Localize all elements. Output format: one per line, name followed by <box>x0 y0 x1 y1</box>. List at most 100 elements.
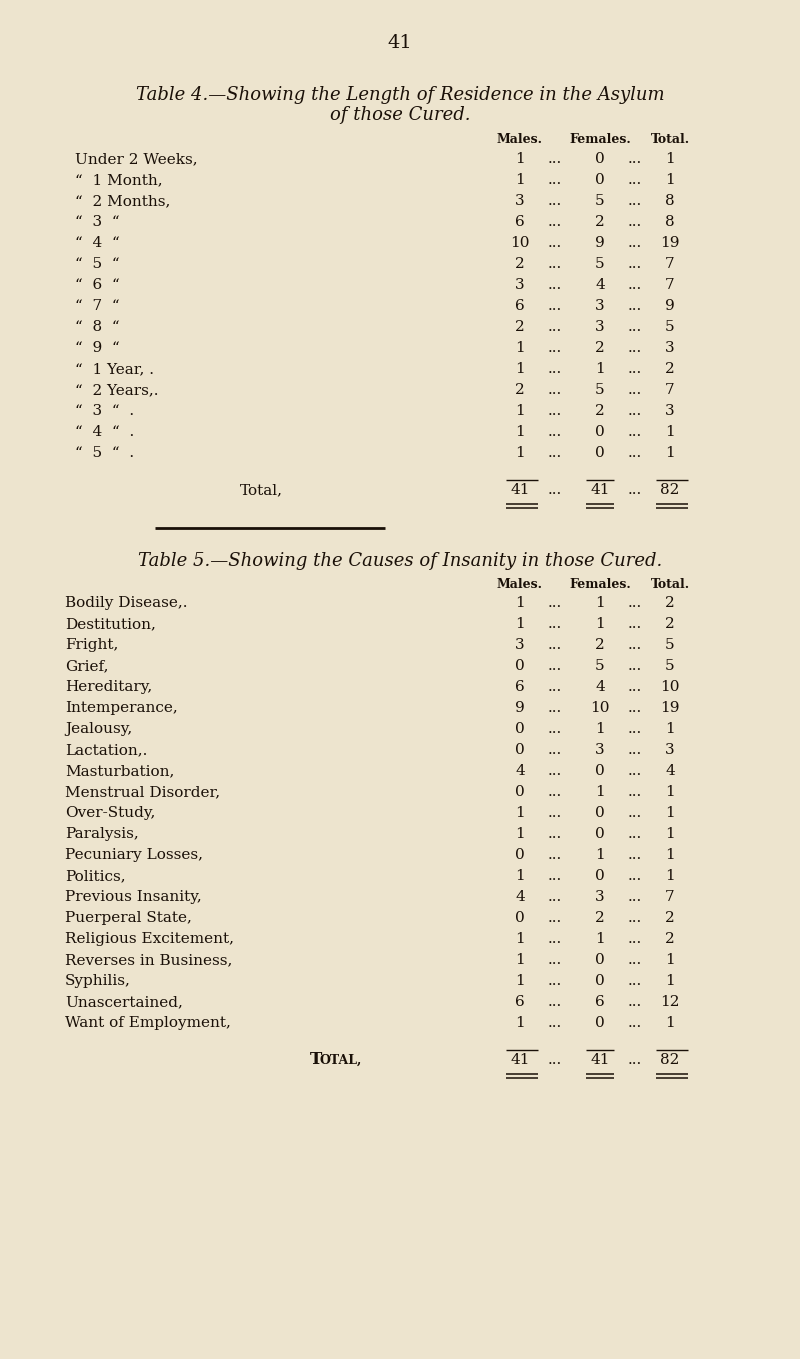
Text: 41: 41 <box>590 482 610 497</box>
Text: 5: 5 <box>595 659 605 673</box>
Text: ...: ... <box>628 974 642 988</box>
Text: ...: ... <box>548 383 562 397</box>
Text: 10: 10 <box>510 236 530 250</box>
Text: 1: 1 <box>665 446 675 459</box>
Text: 2: 2 <box>665 597 675 610</box>
Text: 3: 3 <box>595 319 605 334</box>
Text: Masturbation,: Masturbation, <box>65 764 174 777</box>
Text: ...: ... <box>628 806 642 819</box>
Text: ...: ... <box>548 974 562 988</box>
Text: 1: 1 <box>665 868 675 883</box>
Text: 1: 1 <box>515 953 525 968</box>
Text: ...: ... <box>548 617 562 631</box>
Text: 2: 2 <box>595 911 605 925</box>
Text: 1: 1 <box>595 617 605 631</box>
Text: 1: 1 <box>515 341 525 355</box>
Text: Total.: Total. <box>650 578 690 591</box>
Text: “  1 Year, .: “ 1 Year, . <box>75 361 154 376</box>
Text: “  2 Years,.: “ 2 Years,. <box>75 383 158 397</box>
Text: Religious Excitement,: Religious Excitement, <box>65 932 234 946</box>
Text: Puerperal State,: Puerperal State, <box>65 911 192 925</box>
Text: 9: 9 <box>595 236 605 250</box>
Text: 19: 19 <box>660 701 680 715</box>
Text: ...: ... <box>628 279 642 292</box>
Text: Previous Insanity,: Previous Insanity, <box>65 890 202 904</box>
Text: 0: 0 <box>595 446 605 459</box>
Text: 1: 1 <box>515 425 525 439</box>
Text: ...: ... <box>548 743 562 757</box>
Text: 2: 2 <box>595 404 605 419</box>
Text: 3: 3 <box>515 637 525 652</box>
Text: 0: 0 <box>595 152 605 166</box>
Text: ...: ... <box>548 995 562 1008</box>
Text: ...: ... <box>628 361 642 376</box>
Text: Syphilis,: Syphilis, <box>65 974 131 988</box>
Text: ...: ... <box>628 953 642 968</box>
Text: 41: 41 <box>590 1053 610 1067</box>
Text: 0: 0 <box>595 828 605 841</box>
Text: 1: 1 <box>665 425 675 439</box>
Text: 6: 6 <box>595 995 605 1008</box>
Text: 6: 6 <box>515 995 525 1008</box>
Text: ...: ... <box>548 932 562 946</box>
Text: 4: 4 <box>595 680 605 694</box>
Text: ...: ... <box>628 1053 642 1067</box>
Text: ...: ... <box>628 383 642 397</box>
Text: 1: 1 <box>595 848 605 862</box>
Text: 19: 19 <box>660 236 680 250</box>
Text: ...: ... <box>628 995 642 1008</box>
Text: ...: ... <box>548 722 562 737</box>
Text: OTAL,: OTAL, <box>320 1055 362 1067</box>
Text: 41: 41 <box>510 1053 530 1067</box>
Text: 7: 7 <box>665 257 675 270</box>
Text: 1: 1 <box>595 597 605 610</box>
Text: 0: 0 <box>595 173 605 188</box>
Text: ...: ... <box>548 890 562 904</box>
Text: ...: ... <box>628 1017 642 1030</box>
Text: ...: ... <box>628 743 642 757</box>
Text: “  8  “: “ 8 “ <box>75 319 120 334</box>
Text: ...: ... <box>628 173 642 188</box>
Text: 6: 6 <box>515 680 525 694</box>
Text: Hereditary,: Hereditary, <box>65 680 152 694</box>
Text: T: T <box>310 1051 322 1068</box>
Text: ...: ... <box>548 319 562 334</box>
Text: 2: 2 <box>515 319 525 334</box>
Text: 0: 0 <box>515 911 525 925</box>
Text: ...: ... <box>628 701 642 715</box>
Text: Total.: Total. <box>650 133 690 145</box>
Text: ...: ... <box>628 215 642 230</box>
Text: ...: ... <box>628 659 642 673</box>
Text: ...: ... <box>548 425 562 439</box>
Text: Females.: Females. <box>569 133 631 145</box>
Text: “  3  “: “ 3 “ <box>75 215 120 230</box>
Text: ...: ... <box>548 361 562 376</box>
Text: 6: 6 <box>515 299 525 313</box>
Text: 1: 1 <box>665 828 675 841</box>
Text: ...: ... <box>628 597 642 610</box>
Text: “  9  “: “ 9 “ <box>75 341 120 355</box>
Text: ...: ... <box>548 848 562 862</box>
Text: ...: ... <box>548 953 562 968</box>
Text: ...: ... <box>548 446 562 459</box>
Text: 1: 1 <box>665 1017 675 1030</box>
Text: 1: 1 <box>515 617 525 631</box>
Text: ...: ... <box>548 215 562 230</box>
Text: 7: 7 <box>665 383 675 397</box>
Text: 0: 0 <box>515 786 525 799</box>
Text: 12: 12 <box>660 995 680 1008</box>
Text: ...: ... <box>548 828 562 841</box>
Text: 5: 5 <box>595 383 605 397</box>
Text: 1: 1 <box>665 173 675 188</box>
Text: ...: ... <box>548 194 562 208</box>
Text: 9: 9 <box>665 299 675 313</box>
Text: ...: ... <box>548 482 562 497</box>
Text: Politics,: Politics, <box>65 868 126 883</box>
Text: ...: ... <box>628 890 642 904</box>
Text: 1: 1 <box>515 361 525 376</box>
Text: Menstrual Disorder,: Menstrual Disorder, <box>65 786 220 799</box>
Text: ...: ... <box>548 868 562 883</box>
Text: “  6  “: “ 6 “ <box>75 279 120 292</box>
Text: 3: 3 <box>665 404 675 419</box>
Text: 5: 5 <box>595 257 605 270</box>
